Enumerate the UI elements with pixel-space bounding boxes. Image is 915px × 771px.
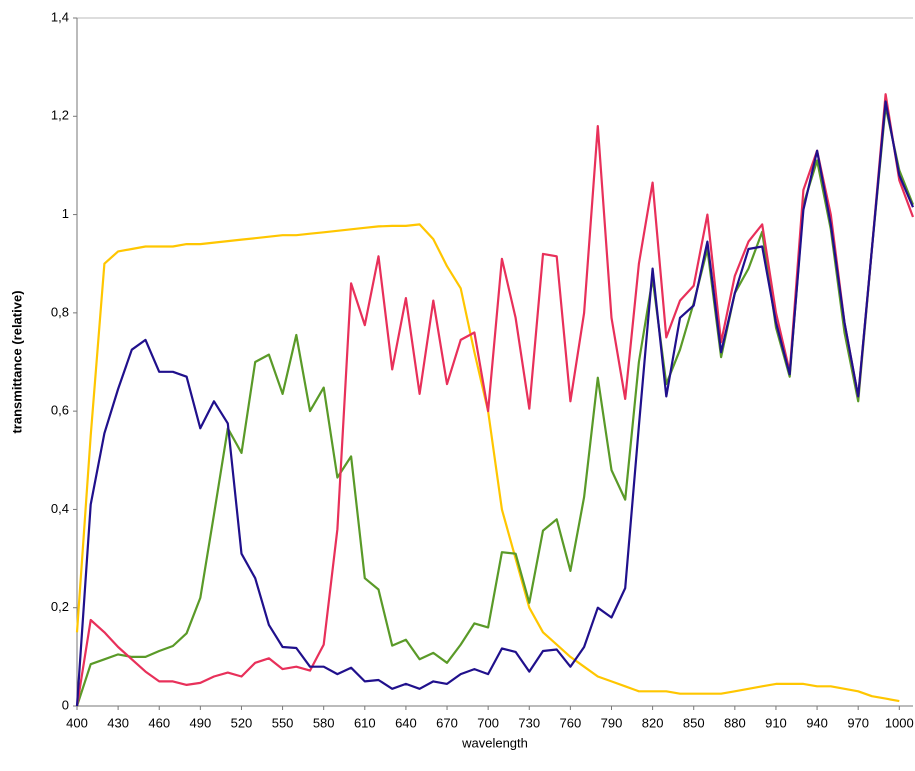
y-tick-label: 0,8 bbox=[51, 304, 69, 319]
x-tick-label: 1000 bbox=[885, 715, 914, 730]
y-tick-label: 1 bbox=[62, 206, 69, 221]
y-tick-label: 1,4 bbox=[51, 9, 69, 24]
x-tick-label: 940 bbox=[806, 715, 828, 730]
x-tick-label: 820 bbox=[642, 715, 664, 730]
x-tick-label: 640 bbox=[395, 715, 417, 730]
y-tick-label: 0,6 bbox=[51, 403, 69, 418]
y-tick-label: 0 bbox=[62, 697, 69, 712]
x-tick-label: 430 bbox=[107, 715, 129, 730]
x-axis-label: wavelength bbox=[461, 735, 528, 750]
x-tick-label: 730 bbox=[518, 715, 540, 730]
x-tick-label: 700 bbox=[477, 715, 499, 730]
x-tick-label: 580 bbox=[313, 715, 335, 730]
series-line bbox=[75, 105, 915, 707]
x-tick-label: 970 bbox=[847, 715, 869, 730]
y-tick-label: 1,2 bbox=[51, 108, 69, 123]
y-tick-label: 0,2 bbox=[51, 599, 69, 614]
y-axis-label: transmittance (relative) bbox=[9, 290, 24, 433]
x-tick-label: 490 bbox=[189, 715, 211, 730]
x-tick-label: 910 bbox=[765, 715, 787, 730]
series-line bbox=[75, 223, 900, 703]
x-tick-label: 880 bbox=[724, 715, 746, 730]
series-line bbox=[75, 93, 915, 707]
x-tick-label: 460 bbox=[148, 715, 170, 730]
x-tick-label: 760 bbox=[560, 715, 582, 730]
series-line bbox=[75, 100, 915, 707]
x-tick-label: 550 bbox=[272, 715, 294, 730]
x-tick-label: 850 bbox=[683, 715, 705, 730]
x-tick-label: 610 bbox=[354, 715, 376, 730]
x-tick-label: 670 bbox=[436, 715, 458, 730]
y-tick-label: 0,4 bbox=[51, 501, 69, 516]
x-tick-label: 400 bbox=[66, 715, 88, 730]
x-tick-label: 520 bbox=[231, 715, 253, 730]
x-tick-label: 790 bbox=[601, 715, 623, 730]
